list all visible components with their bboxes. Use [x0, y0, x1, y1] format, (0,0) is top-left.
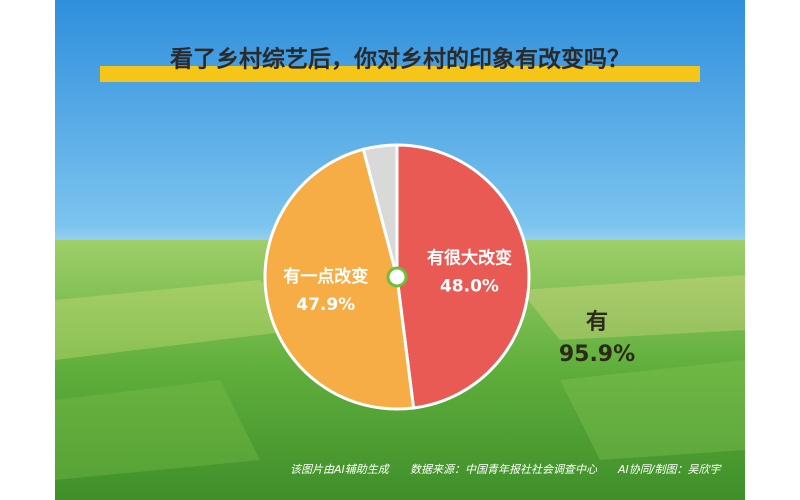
footer: 数据来源：中国青年报社社会调查中心 — [410, 463, 598, 476]
footer: AI协同/制图：吴欣宇 — [617, 463, 722, 476]
slice-label: 有很大改变 — [427, 247, 512, 268]
pie-slice — [395, 143, 531, 410]
slice-value: 47.9% — [296, 295, 355, 315]
annotation: 有 — [586, 309, 608, 335]
slice-label: 有一点改变 — [283, 266, 368, 287]
chart-title: 看了乡村综艺后，你对乡村的印象有改变吗？ — [170, 46, 630, 73]
pie-slice — [361, 143, 399, 278]
title-highlight — [100, 66, 700, 82]
field-patches — [55, 275, 745, 480]
pie: 有很大改变 48.0% 有一点改变 47.9% — [263, 143, 531, 411]
pie-slice — [263, 147, 416, 411]
footer: 该图片由AI辅助生成 — [290, 463, 391, 476]
slice-value: 48.0% — [440, 276, 499, 296]
pie-center — [386, 266, 408, 288]
annotation: 95.9% — [559, 342, 635, 367]
